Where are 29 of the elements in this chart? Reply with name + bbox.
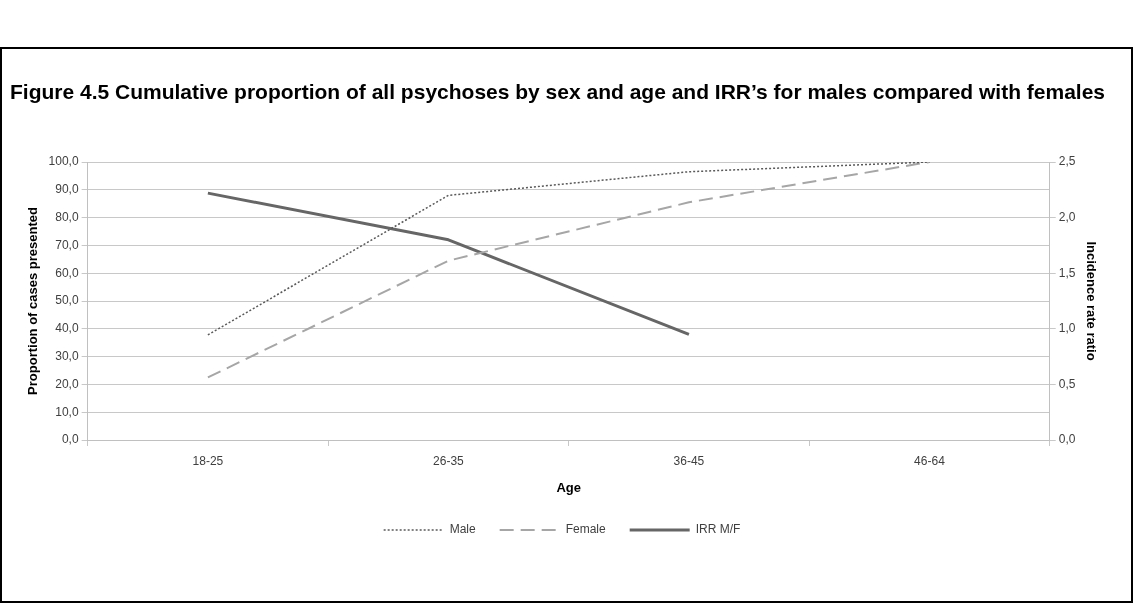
- y-tick-label: 0,0: [61, 432, 79, 447]
- y-tick-label: 30,0: [55, 348, 79, 363]
- x-tick-label: 46-64: [914, 453, 946, 468]
- y2-tick-label: 2,0: [1058, 209, 1076, 224]
- y2-tick-label: 1,5: [1058, 265, 1076, 280]
- y-tick-label: 100,0: [48, 154, 79, 169]
- y-tick-label: 70,0: [55, 237, 79, 252]
- y2-tick-label: 0,0: [1058, 432, 1076, 447]
- x-tick-label: 18-25: [192, 453, 224, 468]
- y-tick-label: 50,0: [55, 293, 79, 308]
- x-tick-label: 26-35: [433, 453, 465, 468]
- chart-title: Figure 4.5 Cumulative proportion of all psychoses by sex and age and IRR’s for males compared with females: [10, 80, 1106, 104]
- y-tick-label: 40,0: [55, 321, 79, 336]
- y-tick-label: 20,0: [55, 376, 79, 391]
- legend-label: IRR M/F: [695, 522, 741, 537]
- y2-tick-label: 0,5: [1058, 376, 1076, 391]
- legend-label: Female: [565, 522, 607, 537]
- y-axis-title: Proportion of cases presented: [25, 207, 41, 395]
- y2-tick-label: 1,0: [1058, 321, 1076, 336]
- y2-axis-title: Incidence rate ratio: [1083, 241, 1099, 361]
- y-tick-label: 80,0: [55, 209, 79, 224]
- line-series: [206, 162, 931, 379]
- x-tick-label: 36-45: [673, 453, 705, 468]
- y2-tick-label: 2,5: [1058, 154, 1076, 169]
- x-axis-title: Age: [556, 479, 581, 495]
- y-tick-label: 60,0: [55, 265, 79, 280]
- y-tick-label: 90,0: [55, 182, 79, 197]
- y-tick-label: 10,0: [55, 404, 79, 419]
- legend-label: Male: [449, 522, 476, 537]
